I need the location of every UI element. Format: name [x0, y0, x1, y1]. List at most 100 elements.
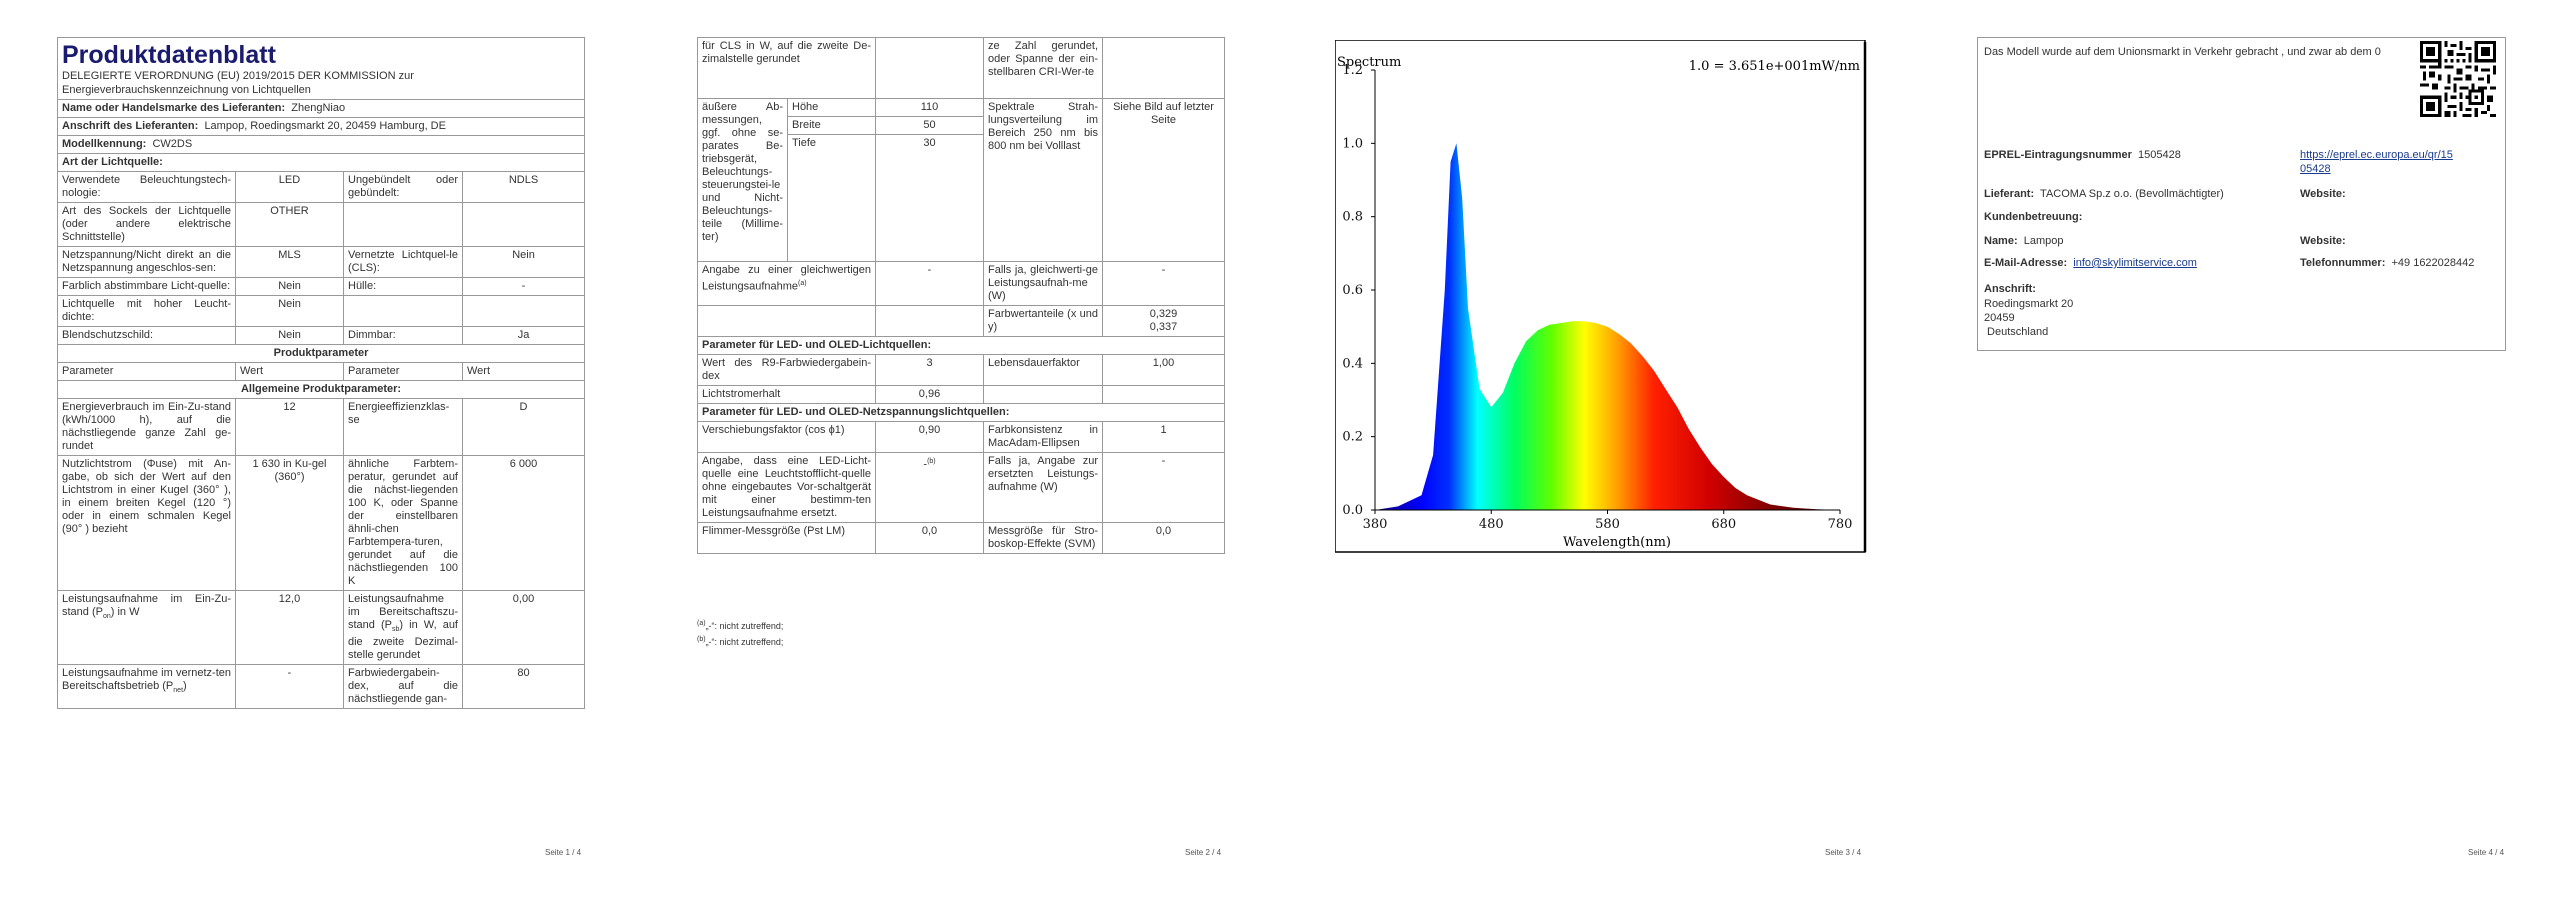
- x-tick-label: 580: [1595, 517, 1620, 532]
- eprel-label: EPREL-Eintragungsnummer: [1984, 149, 2132, 161]
- page-number: Seite 3 / 4: [1825, 848, 1862, 857]
- table-row: Nutzlichtstrom (Φuse) mit An-gabe, ob si…: [57, 455, 586, 591]
- x-tick-label: 780: [1828, 517, 1853, 532]
- y-tick-label: 0.0: [1342, 503, 1363, 518]
- cell: Nein: [235, 326, 344, 345]
- cell: 50: [875, 116, 985, 135]
- cell: Angabe zu einer gleichwertigen Leistungs…: [696, 261, 877, 306]
- address-label: Anschrift des Lieferanten:: [62, 120, 199, 132]
- cell: Verwendete Beleuchtungstech-nologie:: [57, 171, 236, 203]
- eprel-link-line2[interactable]: 05428: [2300, 163, 2331, 175]
- supplier-label: Lieferant:: [1984, 188, 2035, 200]
- page-number: Seite 4 / 4: [2468, 848, 2505, 857]
- page-3: 0.0 0.2 0.4 0.6 0.8 1.0 1.2 380 480 580 680 780 Spe…: [1280, 0, 1920, 905]
- cell: Flimmer-Messgröße (Pst LM): [696, 522, 877, 554]
- email-label: E-Mail-Adresse:: [1984, 257, 2068, 269]
- cell: Nein: [461, 246, 586, 278]
- eprel-link[interactable]: https://eprel.ec.europa.eu/qr/15 05428: [2300, 148, 2490, 176]
- product-parameters-heading: Produktparameter: [56, 344, 586, 363]
- cell: D: [461, 398, 586, 456]
- cell: ze Zahl gerundet, oder Spanne der ein-st…: [983, 37, 1104, 99]
- cell: 0,0: [875, 522, 985, 554]
- cell: 0,329 0,337: [1102, 305, 1226, 337]
- cell: Ungebündelt oder gebündelt:: [343, 171, 463, 203]
- led-parameters-heading: Parameter für LED- und OLED-Lichtquellen…: [696, 336, 1226, 355]
- cell: Lichtquelle mit hoher Leucht-dichte:: [57, 295, 236, 327]
- model-label: Modellkennung:: [62, 138, 147, 150]
- cell: 1: [1102, 421, 1226, 453]
- email-link[interactable]: info@skylimitservice.com: [2073, 257, 2197, 269]
- table-row: Farbwertanteile (x und y) 0,329 0,337: [696, 305, 1226, 337]
- table-row: Leistungsaufnahme im vernetz-ten Bereits…: [57, 664, 586, 710]
- table-row: Angabe zu einer gleichwertigen Leistungs…: [696, 261, 1226, 306]
- name-label: Name:: [1984, 235, 2018, 247]
- cell: Netzspannung/Nicht direkt an die Netzspa…: [57, 246, 236, 278]
- cell: Höhe: [786, 98, 877, 117]
- table-row: für CLS in W, auf die zweite De-zimalste…: [696, 37, 1226, 99]
- y-tick-label: 0.2: [1342, 430, 1363, 445]
- cell: -: [1102, 261, 1226, 306]
- column-header: Wert: [235, 362, 344, 381]
- cell: 0,00: [461, 589, 586, 666]
- y-tick-label: 1.0: [1342, 136, 1363, 151]
- cell: Leistungsaufnahme im Ein-Zu-stand (Pon) …: [57, 589, 236, 666]
- y-tick-label: 0.8: [1342, 210, 1363, 225]
- column-header: Parameter: [57, 362, 236, 381]
- plot-area: 0.0 0.2 0.4 0.6 0.8 1.0 1.2 380 480 580 680 780: [1342, 63, 1852, 532]
- cell: für CLS in W, auf die zweite De-zimalste…: [696, 37, 877, 99]
- address-value: Lampop, Roedingsmarkt 20, 20459 Hamburg,…: [204, 120, 446, 132]
- table-row: Verwendete Beleuchtungstech-nologie: LED …: [57, 171, 586, 203]
- footnotes: (a)„-“: nicht zutreffend; (b)„-“: nicht …: [697, 617, 783, 649]
- column-header: Parameter: [343, 362, 463, 381]
- table-row: Wert des R9-Farbwiedergabein-dex 3 Lebens…: [696, 354, 1226, 386]
- mains-parameters-heading: Parameter für LED- und OLED-Netzspannung…: [696, 403, 1226, 422]
- cell: Farbkonsistenz in MacAdam-Ellipsen: [983, 421, 1104, 453]
- x-axis-label: Wavelength(nm): [1563, 535, 1671, 550]
- cell: Blendschutzschild:: [57, 326, 236, 345]
- supplier-label: Name oder Handelsmarke des Lieferanten:: [62, 102, 286, 114]
- page-2: für CLS in W, auf die zweite De-zimalste…: [640, 0, 1280, 905]
- market-date-text: Das Modell wurde auf dem Unionsmarkt in …: [1984, 46, 2381, 58]
- table-row: Lichtstromerhalt 0,96: [696, 385, 1226, 404]
- y-tick-label: 1.2: [1342, 63, 1363, 78]
- cell: 6 000: [461, 455, 586, 591]
- eprel-link-line1[interactable]: https://eprel.ec.europa.eu/qr/15: [2300, 149, 2453, 161]
- qr-code-icon: [2420, 41, 2496, 117]
- cell: Breite: [786, 116, 877, 135]
- datasheet-table-page1: Produktdatenblatt DELEGIERTE VERORDNUNG …: [56, 37, 586, 710]
- x-tick-label: 380: [1363, 517, 1388, 532]
- cell: Lichtstromerhalt: [696, 385, 877, 404]
- eprel-number: 1505428: [2138, 149, 2181, 161]
- cell: Farbwertanteile (x und y): [983, 305, 1104, 337]
- page-title: Produktdatenblatt: [62, 41, 276, 69]
- table-row: Energieverbrauch im Ein-Zu-stand (kWh/10…: [57, 398, 586, 456]
- cell: 0,96: [875, 385, 985, 404]
- address-line: Roedingsmarkt 20: [1984, 298, 2074, 310]
- cell: Falls ja, Angabe zur ersetzten Leistungs…: [983, 452, 1104, 523]
- footnote-b: (b)„-“: nicht zutreffend;: [697, 636, 784, 647]
- cell: Siehe Bild auf letzter Seite: [1102, 98, 1226, 262]
- cell: Falls ja, gleichwerti-ge Leistungsaufnah…: [983, 261, 1104, 306]
- y-tick-label: 0.6: [1342, 283, 1363, 298]
- customer-care-label: Kundenbetreuung:: [1984, 211, 2083, 223]
- cell: Nein: [235, 295, 344, 327]
- datasheet-table-page2: für CLS in W, auf die zweite De-zimalste…: [696, 37, 1226, 554]
- cell: Nein: [235, 277, 344, 296]
- page-4: Das Modell wurde auf dem Unionsmarkt in …: [1920, 0, 2560, 905]
- address-label: Anschrift:: [1984, 283, 2036, 295]
- cell: ähnliche Farbtem-peratur, gerundet auf d…: [343, 455, 463, 591]
- regulation-subtitle: DELEGIERTE VERORDNUNG (EU) 2019/2015 DER…: [62, 70, 414, 96]
- x-tick-label: 680: [1711, 517, 1736, 532]
- model-value: CW2DS: [152, 138, 193, 150]
- cell: Farblich abstimmbare Licht-quelle:: [57, 277, 236, 296]
- chart-annotation: 1.0 = 3.651e+001mW/nm: [1689, 59, 1860, 74]
- website-label: Website:: [2300, 188, 2346, 200]
- cell: -: [875, 261, 985, 306]
- cell: Messgröße für Stro-boskop-Effekte (SVM): [983, 522, 1104, 554]
- page-1: Produktdatenblatt DELEGIERTE VERORDNUNG …: [0, 0, 640, 905]
- x-tick-label: 480: [1479, 517, 1504, 532]
- cell: Ja: [461, 326, 586, 345]
- cell: NDLS: [461, 171, 586, 203]
- eprel-info-box: Das Modell wurde auf dem Unionsmarkt in …: [1977, 37, 2506, 351]
- cell: 80: [461, 664, 586, 710]
